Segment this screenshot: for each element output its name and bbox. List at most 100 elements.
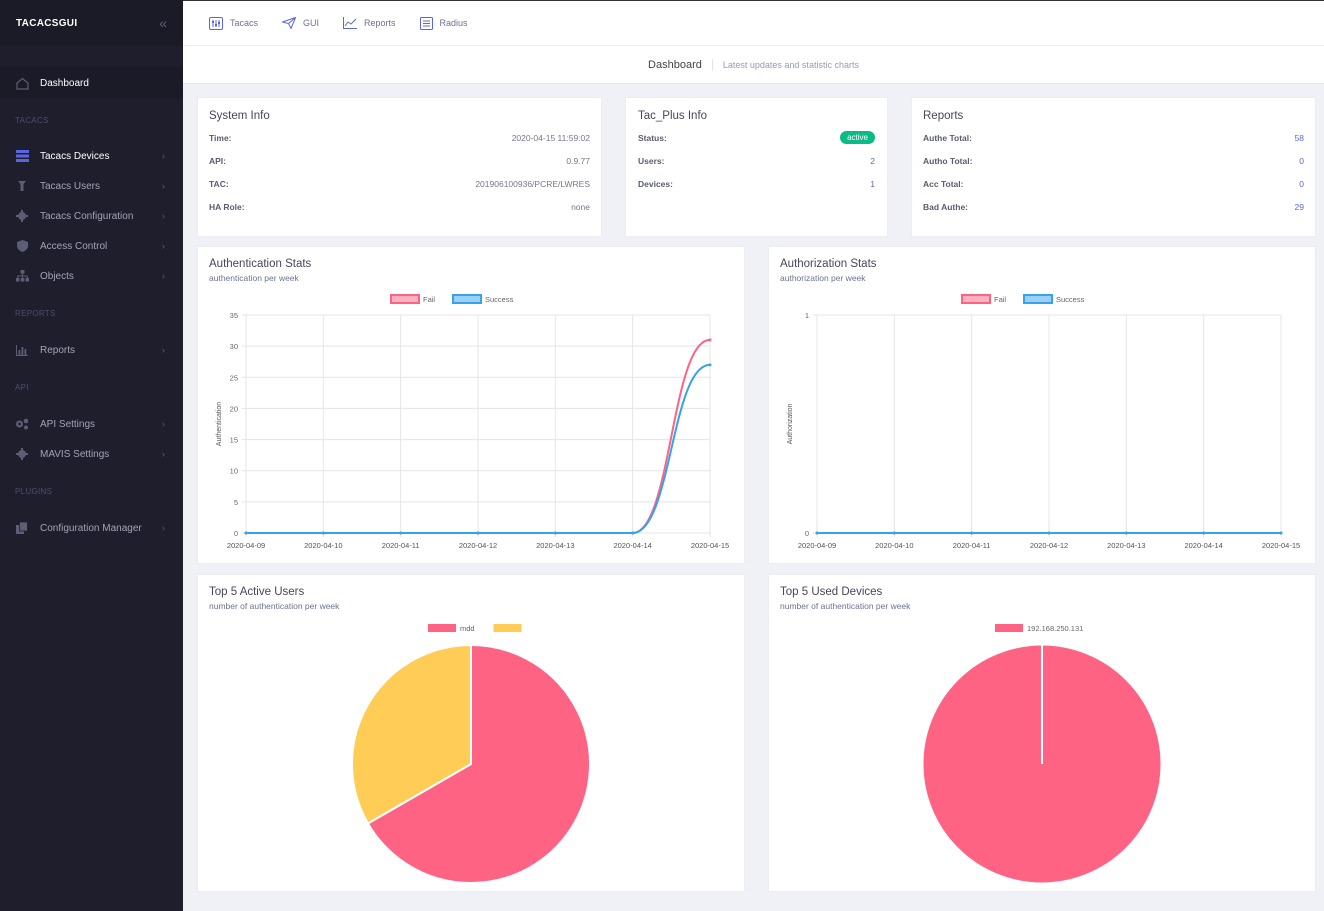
y-tick-label: 10: [230, 467, 238, 476]
data-point: [1202, 531, 1206, 535]
gear-icon: [15, 447, 29, 461]
sitemap-icon: [15, 269, 29, 283]
data-point: [321, 531, 325, 535]
data-point: [1047, 531, 1051, 535]
sidebar-item-label: Reports: [40, 344, 76, 356]
chevron-right-icon: ›: [162, 271, 165, 281]
brand-logo[interactable]: TACACSGUI: [16, 17, 78, 29]
legend-label: Success: [1056, 295, 1085, 304]
info-row-time: Time: 2020-04-15 11:59:02: [209, 126, 590, 149]
legend-swatch: [961, 294, 991, 304]
sidebar-item-label: Dashboard: [40, 77, 89, 89]
info-row-ha-role: HA Role: none: [209, 195, 590, 218]
sidebar-item-tacacs-users[interactable]: Tacacs Users ›: [0, 171, 183, 201]
info-key: Autho Total:: [923, 155, 973, 166]
info-value[interactable]: 29: [1294, 201, 1304, 212]
section-tacacs: TACACS: [15, 115, 49, 125]
info-key: Bad Authe:: [923, 201, 969, 212]
top-active-users-card: Top 5 Active Users number of authenticat…: [197, 574, 745, 892]
topnav-tacacs[interactable]: Tacacs: [209, 16, 259, 30]
sidebar-item-label: MAVIS Settings: [40, 448, 110, 460]
authorization-line-chart: Fail Success 0 1 2020-04-09 2020-04-10 2020-04…: [787, 294, 1300, 550]
legend-swatch: [1023, 294, 1053, 304]
x-tick-label: 2020-04-12: [459, 541, 497, 550]
sidebar-toggle-icon[interactable]: «: [159, 15, 167, 31]
topnav-label: Radius: [439, 18, 468, 28]
pie-slice: [366, 643, 591, 884]
sidebar-item-mavis-settings[interactable]: MAVIS Settings ›: [0, 439, 183, 469]
topnav-label: Reports: [364, 18, 396, 28]
sliders-icon: [209, 16, 223, 30]
y-tick-label: 20: [230, 404, 238, 413]
section-reports: REPORTS: [15, 308, 56, 318]
info-row-autho-total: Autho Total: 0: [923, 149, 1304, 172]
sidebar-item-tacacs-devices[interactable]: Tacacs Devices ›: [0, 141, 183, 171]
x-tick-label: 2020-04-10: [304, 541, 342, 550]
gear-icon: [15, 209, 29, 223]
y-axis-label: Authentication: [216, 402, 223, 446]
server-icon: [15, 149, 29, 163]
info-key: Time:: [209, 132, 232, 143]
sidebar-item-configuration-manager[interactable]: Configuration Manager ›: [0, 513, 183, 543]
sidebar-item-api-settings[interactable]: API Settings ›: [0, 409, 183, 439]
data-point: [631, 531, 635, 535]
sidebar-item-dashboard[interactable]: Dashboard: [0, 67, 183, 99]
info-value[interactable]: 0: [1299, 178, 1304, 189]
y-tick-label: 15: [230, 436, 238, 445]
info-key: HA Role:: [209, 201, 245, 212]
data-point: [892, 531, 896, 535]
y-axis-label: Authorization: [787, 403, 794, 444]
legend-label: Fail: [423, 295, 435, 304]
sidebar-item-reports[interactable]: Reports ›: [0, 335, 183, 365]
chevron-right-icon: ›: [162, 419, 165, 429]
x-tick-label: 2020-04-12: [1030, 541, 1068, 550]
sidebar-item-objects[interactable]: Objects ›: [0, 261, 183, 291]
chevron-right-icon: ›: [162, 181, 165, 191]
sidebar-item-tacacs-configuration[interactable]: Tacacs Configuration ›: [0, 201, 183, 231]
authentication-line-chart: Fail Success 0 5 10 15 20 25 30 35 2020-04-09 2020-…: [216, 294, 729, 550]
info-value: 2020-04-15 11:59:02: [511, 132, 590, 143]
topnav-label: GUI: [303, 18, 320, 28]
info-key: Authe Total:: [923, 132, 972, 143]
data-point: [244, 531, 248, 535]
chevron-right-icon: ›: [162, 345, 165, 355]
chevron-right-icon: ›: [162, 211, 165, 221]
authorization-stats-card: Authorization Stats authorization per we…: [768, 246, 1316, 564]
data-point: [708, 363, 712, 367]
sidebar-item-label: Tacacs Users: [40, 180, 101, 192]
data-point: [1279, 531, 1283, 535]
info-value[interactable]: 1: [870, 178, 875, 189]
chevron-right-icon: ›: [162, 523, 165, 533]
card-title: Tac_Plus Info: [638, 110, 708, 122]
x-tick-label: 2020-04-09: [798, 541, 836, 550]
info-value[interactable]: 58: [1294, 132, 1304, 143]
user-icon: [15, 179, 29, 193]
info-key: TAC:: [209, 178, 229, 189]
shield-icon: [15, 239, 29, 253]
topnav-reports[interactable]: Reports: [343, 17, 396, 29]
info-row-tac: TAC: 201906100936/PCRE/LWRES: [209, 172, 590, 195]
info-key: Devices:: [638, 178, 673, 189]
y-tick-label: 0: [234, 529, 238, 538]
card-title: Authorization Stats: [780, 258, 877, 270]
card-subtitle: authorization per week: [780, 273, 866, 283]
status-badge: active: [840, 131, 875, 144]
used-devices-pie-chart: 192.168.250.131: [922, 624, 1162, 884]
sidebar-item-access-control[interactable]: Access Control ›: [0, 231, 183, 261]
x-tick-label: 2020-04-11: [382, 541, 420, 550]
x-tick-label: 2020-04-15: [691, 541, 729, 550]
topnav-radius[interactable]: Radius: [419, 16, 468, 30]
topnav-gui[interactable]: GUI: [282, 17, 319, 29]
x-tick-label: 2020-04-10: [875, 541, 913, 550]
chevron-right-icon: ›: [162, 241, 165, 251]
topnav-label: Tacacs: [230, 18, 259, 28]
info-value[interactable]: 0: [1299, 155, 1304, 166]
info-value[interactable]: 2: [870, 155, 875, 166]
sidebar-item-label: Configuration Manager: [40, 522, 142, 534]
card-subtitle: number of authentication per week: [780, 601, 911, 611]
info-value: none: [571, 201, 590, 212]
chevron-right-icon: ›: [162, 449, 165, 459]
subheader: Dashboard Latest updates and statistic c…: [183, 46, 1324, 84]
legend-swatch: [452, 294, 482, 304]
legend-label: Success: [485, 295, 514, 304]
